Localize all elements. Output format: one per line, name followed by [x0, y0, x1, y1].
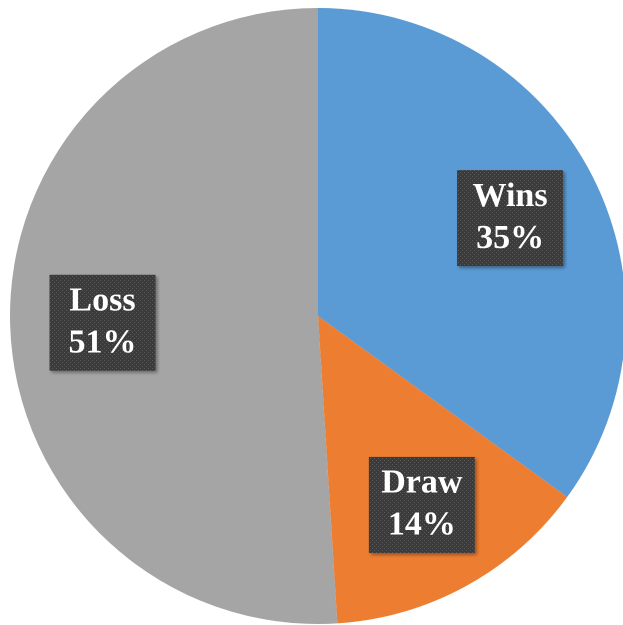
label-box	[49, 274, 156, 371]
data-label: Draw 14%	[368, 456, 475, 553]
data-label: Loss 51%	[49, 274, 156, 371]
data-label: Wins 35%	[457, 170, 564, 267]
pie-slice	[9, 8, 338, 624]
label-box	[368, 456, 475, 553]
label-value: 35%	[476, 219, 544, 256]
label-category: Loss	[69, 282, 135, 319]
label-value: 14%	[388, 506, 456, 543]
label-category: Draw	[381, 464, 463, 501]
label-box	[457, 170, 564, 267]
label-value: 51%	[69, 324, 137, 361]
label-category: Wins	[473, 177, 548, 214]
